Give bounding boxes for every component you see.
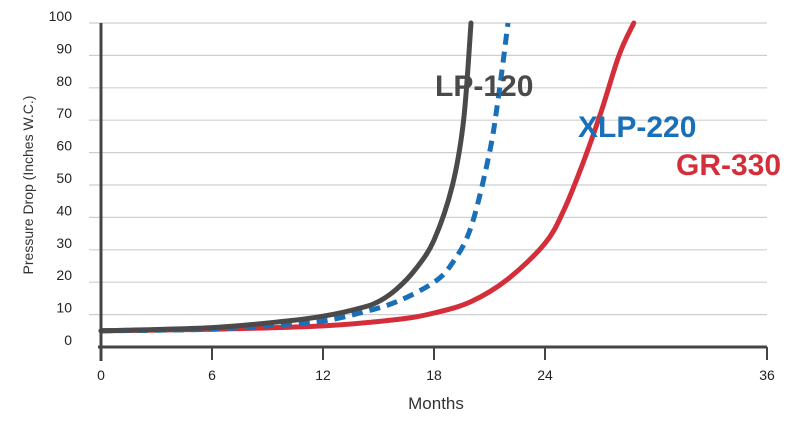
y-tick-label: 60: [56, 138, 72, 154]
x-tick-label: 12: [315, 367, 331, 383]
y-tick-label: 40: [56, 202, 72, 218]
x-tick-label: 0: [97, 367, 105, 383]
y-tick-label: 20: [56, 267, 72, 283]
y-axis-title: Pressure Drop (Inches W.C.): [20, 96, 36, 275]
y-axis-ticks: 0 10 20 30 40 50 60 70 80 90 100: [49, 8, 73, 348]
gridlines: [89, 22, 767, 316]
x-tick-label: 24: [537, 367, 553, 383]
y-tick-label: 0: [64, 332, 72, 348]
y-tick-label: 100: [49, 8, 73, 24]
x-tick-label: 6: [208, 367, 216, 383]
series-label-lp-120: LP-120: [435, 70, 533, 103]
x-axis-title: Months: [408, 394, 464, 413]
y-tick-label: 70: [56, 105, 72, 121]
series-line-gr-330: [98, 20, 637, 334]
y-tick-label: 50: [56, 170, 72, 186]
y-tick-label: 80: [56, 73, 72, 89]
series-lines: [98, 20, 637, 334]
x-tick-label: 36: [759, 367, 775, 383]
series-line-xlp-220: [100, 22, 511, 334]
x-axis-ticks: 0 6 12 18 24 36: [97, 347, 775, 383]
y-tick-label: 90: [56, 40, 72, 56]
x-tick-label: 18: [426, 367, 442, 383]
y-tick-label: 30: [56, 235, 72, 251]
y-tick-label: 10: [56, 300, 72, 316]
series-label-gr-330: GR-330: [676, 149, 781, 182]
series-line-lp-120: [98, 20, 474, 334]
series-label-xlp-220: XLP-220: [578, 111, 696, 144]
